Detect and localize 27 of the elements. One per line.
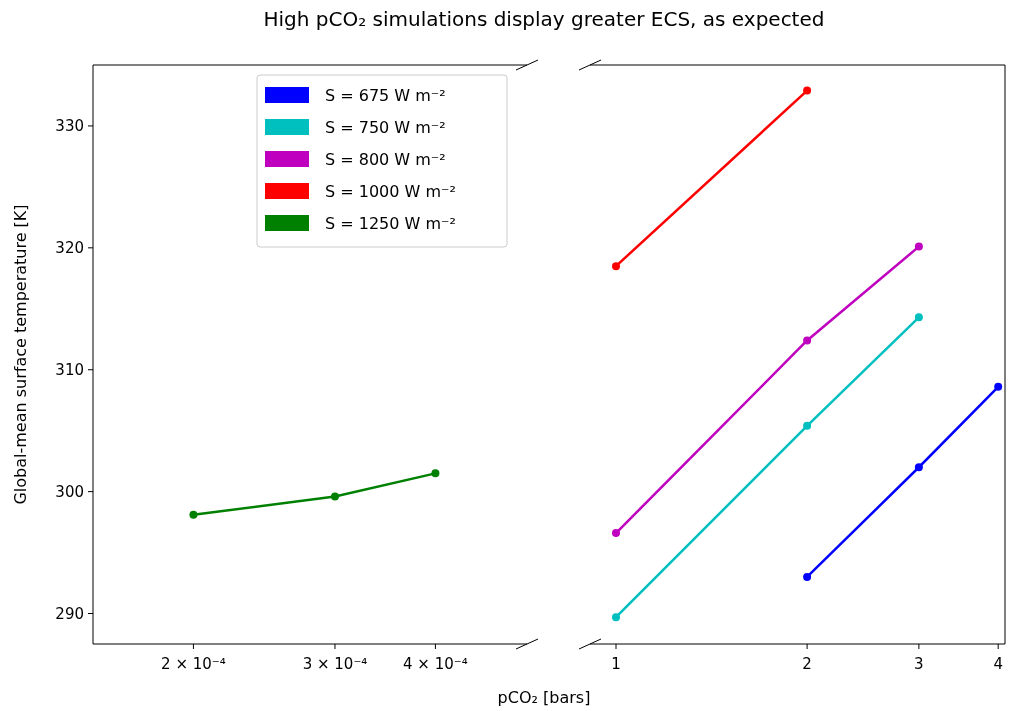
legend-label: S = 800 W m⁻² — [325, 150, 446, 169]
point — [994, 382, 1003, 391]
point — [612, 613, 620, 622]
y-tick-label: 300 — [55, 482, 84, 501]
chart-title: High pCO₂ simulations display greater ECS, as expected — [263, 7, 825, 31]
y-tick-label: 310 — [55, 360, 84, 379]
x-tick-label: 3 × 10⁻⁴ — [302, 655, 368, 673]
point — [612, 529, 620, 538]
x-tick-label: 2 — [802, 655, 812, 673]
x-tick-label: 4 — [993, 655, 1003, 673]
legend-label: S = 1250 W m⁻² — [325, 214, 456, 233]
point — [803, 421, 812, 430]
point — [612, 262, 620, 271]
point — [803, 86, 812, 95]
x-axis-title: pCO₂ [bars] — [497, 688, 591, 707]
legend-label: S = 675 W m⁻² — [325, 86, 446, 105]
x-tick-label: 1 — [611, 655, 621, 673]
x-tick-label: 3 — [914, 655, 924, 673]
y-tick-label: 330 — [55, 116, 84, 135]
y-tick-label: 320 — [55, 238, 84, 257]
legend-label: S = 1000 W m⁻² — [325, 182, 456, 201]
legend-label: S = 750 W m⁻² — [325, 118, 446, 137]
x-tick-label: 2 × 10⁻⁴ — [161, 655, 226, 673]
point — [803, 336, 812, 345]
y-axis-title: Global-mean surface temperature [K] — [11, 204, 30, 505]
x-tick-label: 4 × 10⁻⁴ — [403, 655, 468, 673]
y-tick-label: 290 — [55, 604, 84, 623]
